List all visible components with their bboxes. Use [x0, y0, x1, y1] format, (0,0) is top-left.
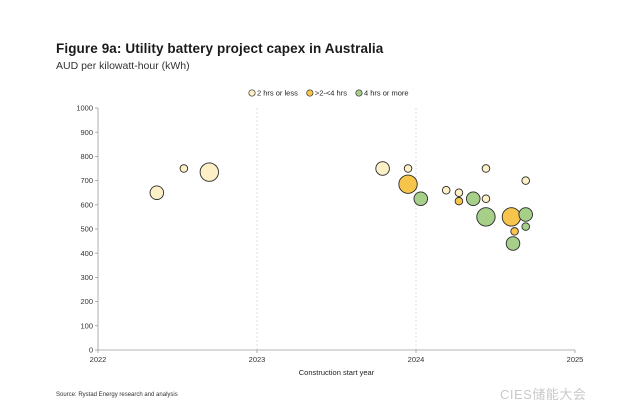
y-tick-label: 0 [89, 346, 93, 355]
data-point-series-1 [501, 207, 522, 227]
y-tick-label: 700 [80, 176, 93, 185]
legend-label-1: >2-<4 hrs [315, 89, 347, 98]
y-tick-label: 600 [80, 200, 93, 209]
data-point-series-2 [521, 222, 530, 231]
y-tick-label: 300 [80, 273, 93, 282]
y-tick-label: 200 [80, 297, 93, 306]
data-point-series-2 [465, 191, 481, 206]
x-axis-title: Construction start year [299, 368, 375, 377]
data-point-series-0 [375, 161, 390, 176]
x-tick-label: 2022 [90, 355, 107, 364]
x-tick-label: 2023 [249, 355, 266, 364]
source-note: Source: Rystad Energy research and analy… [56, 392, 178, 398]
data-point-series-0 [441, 186, 451, 195]
data-point-series-2 [518, 207, 533, 222]
x-tick-label: 2025 [567, 355, 584, 364]
y-tick-label: 900 [80, 128, 93, 137]
y-tick-label: 1000 [76, 104, 93, 113]
legend-label-2: 4 hrs or more [364, 89, 409, 98]
watermark: CIES储能大会 [500, 387, 587, 402]
data-point-series-2 [413, 191, 429, 206]
data-point-series-1 [454, 196, 464, 206]
data-point-series-0 [481, 164, 491, 173]
chart-subtitle: AUD per kilowatt-hour (kWh) [56, 60, 190, 72]
y-tick-label: 100 [80, 321, 93, 330]
data-point-series-0 [199, 162, 219, 182]
y-tick-label: 400 [80, 249, 93, 258]
legend-marker-1 [306, 89, 314, 97]
y-tick-label: 500 [80, 225, 93, 234]
data-point-series-0 [149, 185, 165, 200]
legend-label-0: 2 hrs or less [257, 89, 298, 98]
x-tick-label: 2024 [408, 355, 425, 364]
legend-marker-2 [355, 89, 363, 97]
chart-title: Figure 9a: Utility battery project capex… [56, 41, 384, 56]
data-point-series-0 [521, 176, 530, 185]
data-point-series-0 [454, 188, 464, 197]
data-point-series-2 [505, 236, 521, 251]
data-point-series-1 [510, 227, 519, 236]
data-point-series-1 [398, 174, 418, 194]
data-point-series-0 [481, 194, 491, 203]
y-tick-label: 800 [80, 152, 93, 161]
legend-marker-0 [248, 89, 256, 97]
data-point-series-0 [179, 164, 189, 173]
data-point-series-2 [476, 207, 496, 227]
data-point-series-0 [403, 164, 413, 173]
